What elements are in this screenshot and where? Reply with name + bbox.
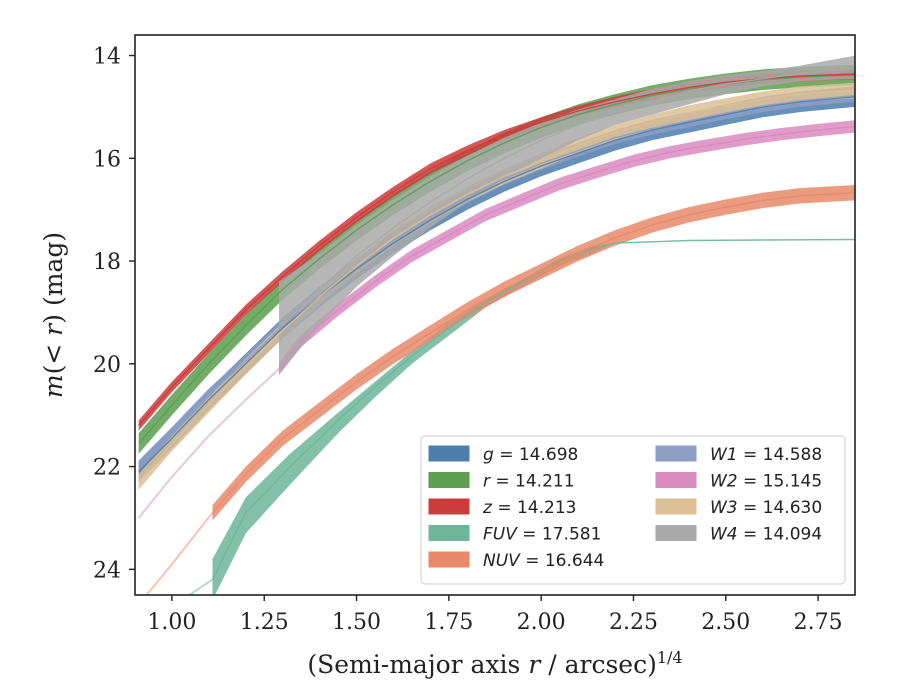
legend-swatch-g bbox=[428, 445, 470, 462]
faint-line-fuv bbox=[187, 578, 214, 595]
line-w1 bbox=[138, 94, 855, 468]
x-tick-label: 1.00 bbox=[147, 610, 196, 635]
legend-label-z: z = 14.213 bbox=[482, 498, 576, 518]
legend-swatch-w3 bbox=[655, 498, 697, 515]
legend-label-w4: W4 = 14.094 bbox=[710, 525, 822, 545]
legend-label-w1: W1 = 14.588 bbox=[710, 445, 822, 465]
y-tick-label: 14 bbox=[93, 45, 121, 70]
plot-frame bbox=[134, 34, 856, 596]
legend-swatch-r bbox=[428, 472, 470, 488]
legend-swatch-w4 bbox=[655, 525, 697, 541]
y-tick-label: 20 bbox=[93, 353, 121, 378]
legend-label-r: r = 14.211 bbox=[483, 472, 575, 492]
legend-swatch-z bbox=[428, 498, 470, 515]
legend-label-g: g = 14.698 bbox=[483, 445, 578, 465]
legend-label-fuv: FUV = 17.581 bbox=[483, 525, 601, 545]
band-z bbox=[138, 68, 855, 431]
x-axis-ticks: 1.00 1.25 1.50 1.75 2.00 2.25 2.50 2.75 bbox=[147, 595, 843, 635]
faint-line-nuv bbox=[145, 512, 214, 595]
legend-swatch-w2 bbox=[655, 472, 697, 488]
y-axis-label: m(< r) (mag) bbox=[39, 232, 68, 398]
line-w2 bbox=[278, 125, 855, 370]
line-r bbox=[138, 74, 855, 444]
line-w4 bbox=[278, 67, 855, 329]
band-w4 bbox=[279, 55, 855, 375]
line-nuv bbox=[211, 192, 855, 514]
y-tick-label: 22 bbox=[93, 456, 121, 481]
y-axis-ticks: 14 16 18 20 22 24 bbox=[93, 45, 135, 583]
x-tick-label: 1.75 bbox=[424, 610, 473, 635]
y-tick-label: 24 bbox=[93, 558, 121, 583]
legend-swatch-w1 bbox=[655, 445, 697, 462]
line-fuv bbox=[211, 238, 855, 580]
legend-swatch-fuv bbox=[428, 525, 470, 541]
legend-swatch-nuv bbox=[428, 551, 470, 568]
legend-label-nuv: NUV = 16.644 bbox=[483, 551, 604, 571]
series-lines bbox=[137, 67, 855, 595]
legend-box bbox=[420, 435, 846, 585]
line-g bbox=[138, 96, 855, 473]
line-z bbox=[138, 73, 855, 426]
legend: g = 14.698 r = 14.211 z = 14.213 FUV = 17.5… bbox=[420, 435, 846, 585]
legend-label-w2: W2 = 15.145 bbox=[710, 472, 822, 492]
x-axis-label: (Semi-major axis r / arcsec)1/4 bbox=[307, 648, 682, 679]
y-tick-label: 18 bbox=[93, 250, 121, 275]
x-tick-label: 2.00 bbox=[517, 610, 566, 635]
x-tick-label: 1.50 bbox=[332, 610, 381, 635]
y-tick-label: 16 bbox=[93, 147, 121, 172]
x-tick-label: 2.25 bbox=[609, 610, 658, 635]
x-tick-label: 1.25 bbox=[240, 610, 289, 635]
line-w3 bbox=[138, 89, 855, 483]
band-r bbox=[138, 64, 855, 454]
x-tick-label: 2.50 bbox=[701, 610, 750, 635]
legend-label-w3: W3 = 14.630 bbox=[710, 498, 822, 518]
x-tick-label: 2.75 bbox=[794, 610, 843, 635]
faint-line-w2 bbox=[137, 368, 280, 519]
